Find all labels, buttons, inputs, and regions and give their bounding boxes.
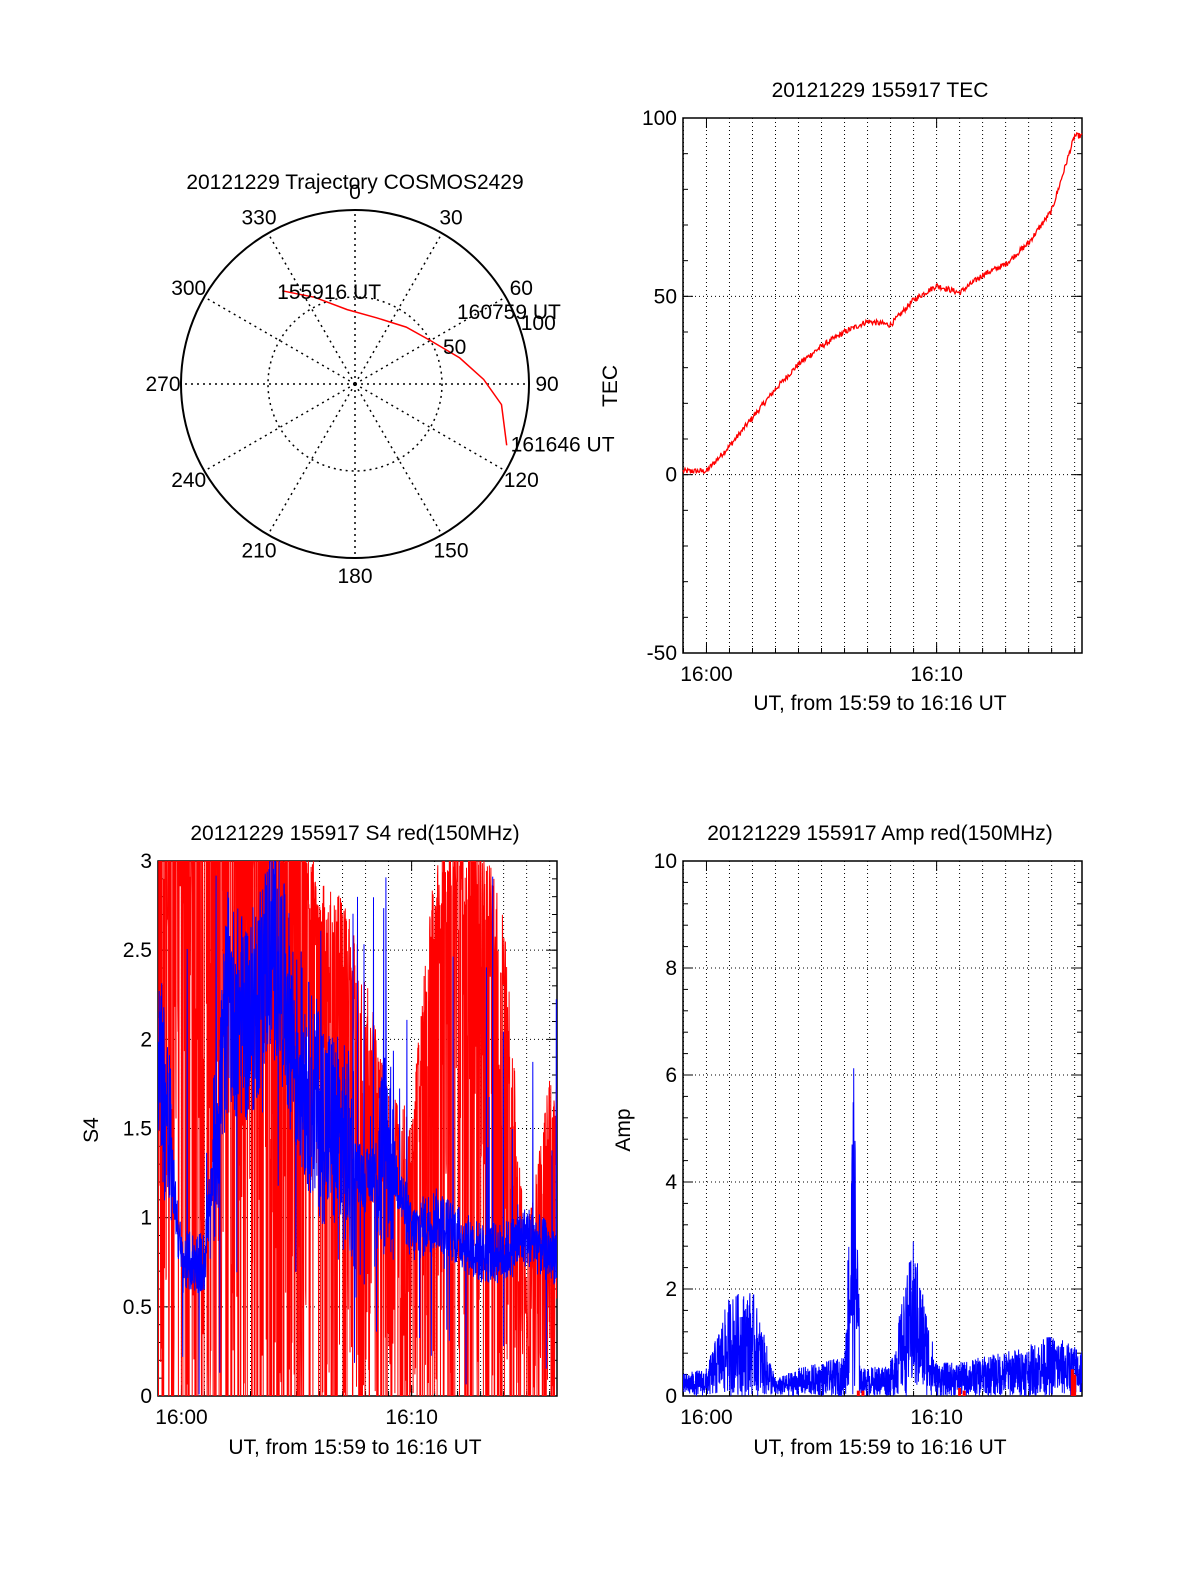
amp-plot-area: 0 2 4 6 8 10 16:00 16:10 bbox=[654, 850, 1083, 1429]
trajectory-annotations: 155916 UT 160759 UT 161646 UT bbox=[277, 281, 615, 457]
y-tick-label: 2 bbox=[140, 1028, 152, 1051]
x-tick-label: 16:10 bbox=[385, 1406, 438, 1429]
s4-title: 20121229 155917 S4 red(150MHz) bbox=[190, 822, 519, 845]
polar-mid-circle bbox=[267, 296, 443, 472]
trajectory-time-label: 155916 UT bbox=[277, 281, 381, 304]
trajectory-time-label: 161646 UT bbox=[511, 433, 615, 456]
amp-ylabel: Amp bbox=[612, 1108, 635, 1151]
tec-chart: 20121229 155917 TEC UT, from 15:59 to 16… bbox=[599, 79, 1083, 715]
y-tick-label: 0 bbox=[665, 1385, 677, 1408]
y-tick-label: 1.5 bbox=[123, 1118, 152, 1141]
s4-ylabel: S4 bbox=[80, 1117, 103, 1143]
y-tick-label: 4 bbox=[665, 1171, 677, 1194]
y-tick-label: 0 bbox=[140, 1385, 152, 1408]
x-tick-label: 16:10 bbox=[910, 1406, 963, 1429]
polar-radius-label: 50 bbox=[443, 336, 466, 359]
y-tick-label: 2.5 bbox=[123, 939, 152, 962]
trajectory-title: 20121229 Trajectory COSMOS2429 bbox=[186, 171, 523, 194]
polar-spoke bbox=[354, 383, 507, 472]
amp-series-blue bbox=[683, 1068, 1082, 1396]
polar-angle-label: 180 bbox=[337, 565, 372, 588]
polar-spoke bbox=[203, 383, 356, 472]
polar-angle-label: 60 bbox=[510, 277, 533, 300]
y-tick-label: 50 bbox=[654, 285, 677, 308]
x-tick-label: 16:00 bbox=[680, 663, 733, 686]
plot-frame bbox=[682, 117, 1083, 654]
y-tick-label: 2 bbox=[665, 1278, 677, 1301]
polar-angle-label: 300 bbox=[171, 277, 206, 300]
trajectory-track bbox=[282, 290, 508, 446]
trajectory-time-label: 160759 UT bbox=[457, 301, 561, 324]
y-tick-label: 10 bbox=[654, 850, 677, 873]
y-tick-label: 6 bbox=[665, 1064, 677, 1087]
y-tick-label: -50 bbox=[647, 642, 677, 665]
polar-angle-label: 90 bbox=[535, 373, 558, 396]
plot-frame bbox=[682, 860, 1083, 1397]
polar-angle-label: 30 bbox=[439, 207, 462, 230]
polar-spoke bbox=[354, 383, 443, 536]
s4-series-line bbox=[158, 861, 557, 1395]
s4-plot-area: 0 0.5 1 1.5 2 2.5 3 16:00 16:10 bbox=[123, 850, 558, 1429]
amp-xlabel: UT, from 15:59 to 16:16 UT bbox=[753, 1436, 1006, 1459]
polar-spoke bbox=[267, 232, 356, 385]
trajectory-polar-plot: 20121229 Trajectory COSMOS2429 0 30 60 90 12… bbox=[145, 171, 614, 588]
polar-angle-label: 240 bbox=[171, 469, 206, 492]
y-tick-label: 0.5 bbox=[123, 1296, 152, 1319]
s4-chart: 20121229 155917 S4 red(150MHz) UT, from … bbox=[80, 822, 558, 1459]
s4-xlabel: UT, from 15:59 to 16:16 UT bbox=[228, 1436, 481, 1459]
polar-angle-labels: 0 30 60 90 120 150 180 210 240 270 300 330 50 100 bbox=[145, 181, 558, 588]
polar-spoke bbox=[354, 232, 443, 385]
y-tick-label: 1 bbox=[140, 1207, 152, 1230]
polar-spoke bbox=[354, 296, 507, 385]
polar-angle-label: 330 bbox=[241, 207, 276, 230]
x-tick-label: 16:00 bbox=[680, 1406, 733, 1429]
tec-plot-area: -50 0 50 100 16:00 16:10 bbox=[642, 107, 1083, 686]
polar-angle-label: 120 bbox=[504, 469, 539, 492]
tec-title: 20121229 155917 TEC bbox=[772, 79, 989, 102]
y-tick-label: 0 bbox=[665, 464, 677, 487]
polar-angle-label: 210 bbox=[241, 539, 276, 562]
x-tick-label: 16:00 bbox=[155, 1406, 208, 1429]
polar-angle-label: 0 bbox=[349, 181, 361, 204]
trajectory-line bbox=[282, 290, 508, 446]
polar-angle-label: 270 bbox=[145, 373, 180, 396]
polar-spoke bbox=[267, 383, 356, 536]
polar-grid bbox=[180, 209, 530, 559]
y-tick-label: 100 bbox=[642, 107, 677, 130]
polar-radius-label: 100 bbox=[521, 312, 556, 335]
amp-chart: 20121229 155917 Amp red(150MHz) UT, from… bbox=[612, 822, 1083, 1459]
polar-outer-circle bbox=[180, 209, 530, 559]
polar-spoke bbox=[203, 296, 356, 385]
x-tick-label: 16:10 bbox=[910, 663, 963, 686]
tec-ylabel: TEC bbox=[599, 365, 622, 407]
polar-angle-label: 150 bbox=[433, 539, 468, 562]
y-tick-label: 8 bbox=[665, 957, 677, 980]
amp-title: 20121229 155917 Amp red(150MHz) bbox=[707, 822, 1053, 845]
tec-xlabel: UT, from 15:59 to 16:16 UT bbox=[753, 692, 1006, 715]
y-tick-label: 3 bbox=[140, 850, 152, 873]
tec-series-line bbox=[682, 132, 1083, 475]
